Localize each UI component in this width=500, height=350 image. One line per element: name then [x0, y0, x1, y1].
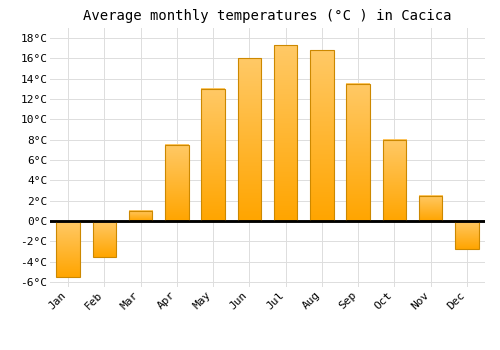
Bar: [165, 145, 188, 221]
Bar: [238, 58, 261, 221]
Bar: [92, 221, 116, 257]
Bar: [92, 221, 116, 257]
Bar: [382, 140, 406, 221]
Bar: [165, 145, 188, 221]
Bar: [129, 211, 152, 221]
Bar: [238, 58, 261, 221]
Bar: [419, 196, 442, 221]
Bar: [310, 50, 334, 221]
Bar: [455, 221, 478, 250]
Bar: [202, 89, 225, 221]
Bar: [129, 211, 152, 221]
Bar: [455, 221, 478, 250]
Bar: [419, 196, 442, 221]
Bar: [274, 45, 297, 221]
Bar: [56, 221, 80, 277]
Bar: [346, 84, 370, 221]
Bar: [310, 50, 334, 221]
Bar: [202, 89, 225, 221]
Bar: [346, 84, 370, 221]
Bar: [56, 221, 80, 277]
Title: Average monthly temperatures (°C ) in Cacica: Average monthly temperatures (°C ) in Ca…: [83, 9, 452, 23]
Bar: [274, 45, 297, 221]
Bar: [382, 140, 406, 221]
